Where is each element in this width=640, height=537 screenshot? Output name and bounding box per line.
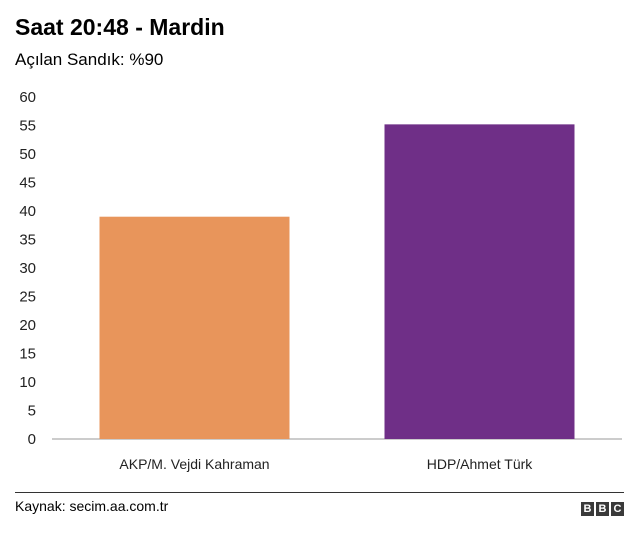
- x-tick-label: AKP/M. Vejdi Kahraman: [119, 456, 269, 472]
- y-tick-label: 35: [19, 232, 36, 249]
- x-axis: AKP/M. Vejdi Kahraman HDP/Ahmet Türk: [119, 456, 533, 472]
- y-tick-label: 25: [19, 289, 36, 306]
- y-tick-label: 40: [19, 203, 36, 220]
- y-axis: 0 5 10 15 20 25 30 35 40 45 50 55 60: [19, 89, 36, 448]
- bar: [99, 216, 290, 439]
- x-tick-label: HDP/Ahmet Türk: [427, 456, 534, 472]
- y-tick-label: 20: [19, 317, 36, 334]
- chart-title: Saat 20:48 - Mardin: [15, 14, 225, 40]
- bbc-logo: B B C: [581, 502, 624, 516]
- bbc-logo-letter: C: [611, 502, 624, 516]
- bars-group: [99, 124, 575, 440]
- y-tick-label: 50: [19, 146, 36, 163]
- bbc-logo-letter: B: [581, 502, 594, 516]
- y-tick-label: 15: [19, 346, 36, 363]
- y-tick-label: 55: [19, 118, 36, 135]
- y-tick-label: 30: [19, 260, 36, 277]
- y-tick-label: 10: [19, 374, 36, 391]
- chart-subtitle: Açılan Sandık: %90: [15, 50, 164, 69]
- footer-divider: [15, 492, 624, 493]
- y-tick-label: 60: [19, 89, 36, 106]
- y-tick-label: 5: [28, 403, 36, 420]
- bar-chart: 0 5 10 15 20 25 30 35 40 45 50 55 60 AKP/M. Vejdi Ka…: [19, 89, 622, 472]
- y-tick-label: 45: [19, 175, 36, 192]
- y-tick-label: 0: [28, 431, 36, 448]
- source-note: Kaynak: secim.aa.com.tr: [15, 498, 169, 514]
- bar: [384, 124, 575, 440]
- bbc-logo-letter: B: [596, 502, 609, 516]
